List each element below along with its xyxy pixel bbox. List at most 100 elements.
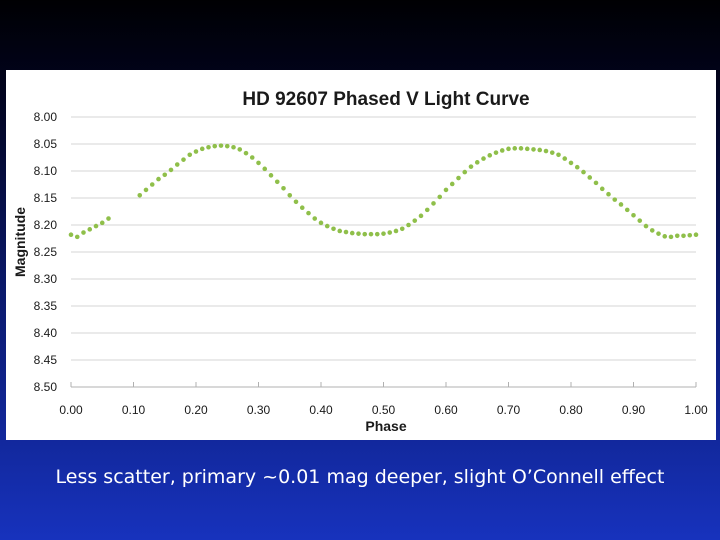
data-point: [668, 234, 674, 240]
data-point: [518, 146, 524, 151]
data-point: [356, 231, 361, 236]
data-point: [587, 175, 593, 180]
data-point: [412, 218, 418, 223]
slide-caption: Less scatter, primary ~0.01 mag deeper, …: [55, 466, 665, 488]
data-point: [418, 213, 424, 219]
data-point: [181, 157, 186, 162]
data-point: [149, 182, 155, 187]
data-point: [574, 164, 580, 170]
data-point: [324, 223, 330, 229]
y-tick-label: 8.20: [34, 218, 58, 232]
data-point: [249, 155, 255, 160]
data-point: [474, 160, 480, 165]
data-point: [162, 172, 168, 178]
data-point: [637, 218, 643, 223]
light-curve-chart: HD 92607 Phased V Light Curve 8.00 8.05 8.…: [6, 70, 716, 440]
data-point: [487, 153, 493, 158]
data-point: [524, 146, 530, 152]
x-tick-label: 0.70: [497, 403, 521, 417]
data-point: [231, 144, 236, 150]
data-point: [268, 173, 274, 178]
x-tick-label: 0.40: [309, 403, 333, 417]
data-point: [168, 167, 174, 173]
data-point: [337, 228, 343, 234]
data-point: [306, 210, 311, 216]
data-point: [68, 232, 74, 238]
y-tick-label: 8.35: [34, 299, 58, 313]
x-tick-label: 0.60: [434, 403, 458, 417]
data-point: [331, 226, 336, 232]
y-axis-label: Magnitude: [12, 207, 28, 277]
data-point: [99, 220, 105, 226]
data-point: [687, 232, 693, 238]
x-tick-label: 1.00: [684, 403, 708, 417]
data-point: [218, 143, 224, 148]
data-point: [399, 226, 405, 232]
data-point: [243, 150, 249, 156]
data-point: [318, 220, 324, 226]
data-point: [106, 216, 111, 221]
data-point: [293, 199, 299, 205]
data-point: [549, 150, 555, 155]
data-point: [656, 231, 661, 236]
data-point: [693, 232, 699, 238]
y-tick-label: 8.10: [34, 164, 58, 178]
data-point: [287, 193, 293, 198]
data-point: [499, 148, 505, 153]
data-point: [374, 231, 380, 237]
data-point: [87, 227, 93, 232]
data-point: [362, 231, 368, 237]
x-tick-label: 0.10: [122, 403, 146, 417]
data-point: [193, 149, 199, 154]
y-tick-label: 8.45: [34, 353, 58, 367]
data-point: [568, 160, 574, 166]
y-tick-label: 8.15: [34, 191, 58, 205]
data-point: [143, 187, 149, 193]
y-tick-label: 8.30: [34, 272, 58, 286]
data-point: [424, 207, 430, 213]
x-tick-label: 0.30: [247, 403, 271, 417]
data-point: [256, 160, 261, 166]
data-point: [612, 197, 618, 202]
data-point: [393, 228, 399, 234]
data-point: [674, 233, 680, 239]
data-point: [81, 230, 86, 235]
data-point: [631, 212, 636, 218]
data-point: [599, 186, 605, 192]
data-point: [449, 181, 455, 187]
data-point: [206, 144, 211, 150]
data-point: [224, 143, 230, 149]
data-point: [556, 152, 561, 158]
data-point: [481, 156, 486, 161]
data-point: [368, 231, 374, 237]
x-axis-label: Phase: [365, 418, 406, 434]
y-tick-label: 8.40: [34, 326, 58, 340]
data-point: [593, 180, 599, 186]
data-point: [387, 230, 393, 235]
data-point: [156, 176, 161, 182]
data-point: [506, 146, 511, 152]
data-point: [456, 175, 461, 181]
data-point: [562, 156, 568, 161]
data-point: [262, 166, 268, 172]
data-point: [312, 216, 318, 221]
x-tick-label: 0.50: [372, 403, 396, 417]
data-point: [643, 223, 649, 229]
x-tick-label: 0.80: [559, 403, 583, 417]
data-point: [493, 150, 499, 155]
data-point: [187, 152, 193, 158]
data-point: [606, 191, 611, 197]
data-point: [512, 146, 518, 151]
data-point: [93, 223, 99, 229]
data-point: [299, 205, 305, 211]
data-point: [462, 169, 468, 175]
data-point: [349, 230, 355, 236]
y-tick-label: 8.05: [34, 137, 58, 151]
data-point: [199, 146, 205, 152]
data-point: [274, 179, 280, 185]
x-tick-label: 0.00: [59, 403, 83, 417]
y-tick-label: 8.50: [34, 380, 58, 394]
data-point: [581, 169, 586, 175]
data-point: [537, 147, 543, 153]
data-point: [618, 202, 624, 207]
